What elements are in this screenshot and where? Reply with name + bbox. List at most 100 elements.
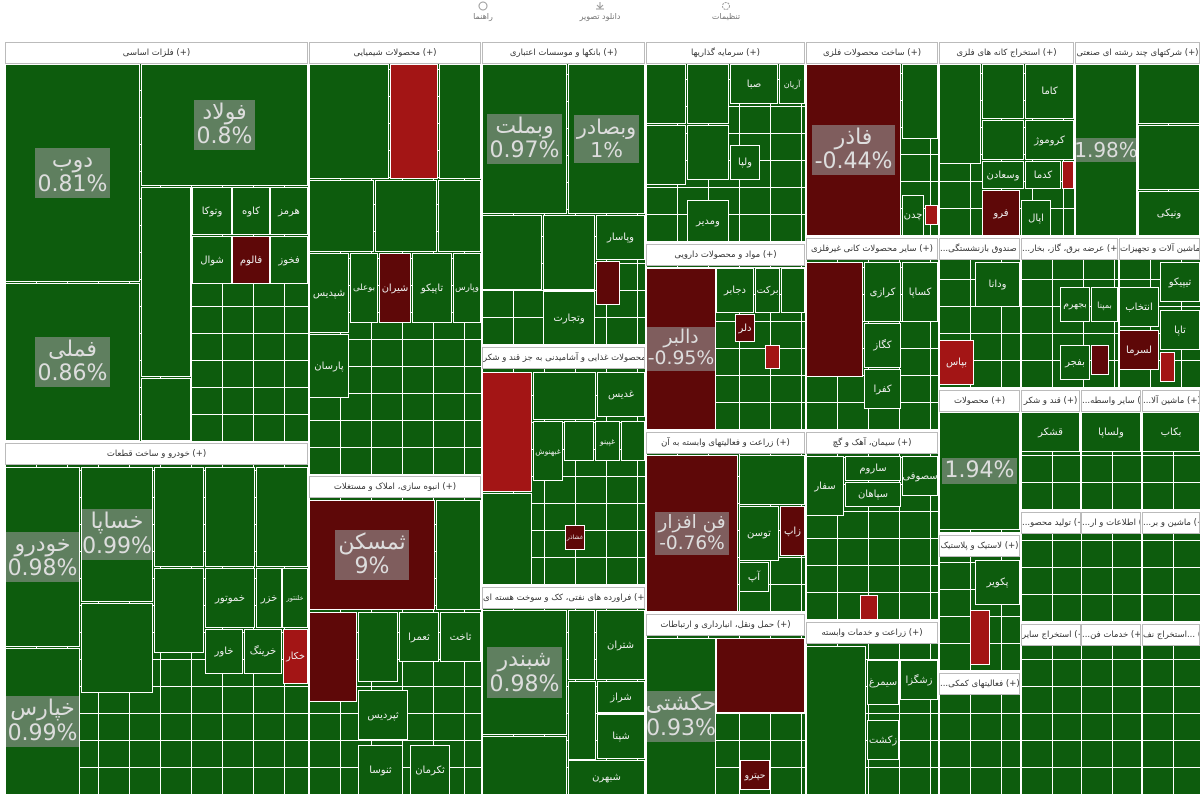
stock-tile[interactable] [482, 215, 542, 290]
stock-tile[interactable]: بپاس [939, 340, 974, 385]
stock-tile[interactable]: تاپا [1160, 310, 1200, 350]
stock-tile[interactable]: سصوفی [902, 456, 938, 496]
stock-tile[interactable]: ثعمرا [399, 612, 439, 662]
stock-tile[interactable]: فملی 0.86% [5, 283, 140, 441]
stock-tile[interactable] [806, 262, 863, 377]
stock-tile[interactable]: توسن [739, 506, 779, 561]
stock-tile[interactable]: برکت [755, 268, 780, 313]
stock-tile[interactable] [939, 64, 981, 164]
stock-tile[interactable] [543, 215, 595, 290]
stock-tile[interactable]: ثنوسا [358, 745, 403, 795]
sector-header[interactable]: زراعت و فعالیتهای وابسته به آن (+) [646, 432, 805, 454]
stock-tile[interactable]: بکاب [1142, 412, 1200, 452]
sector-header[interactable]: ...خدمات فن (+) [1081, 624, 1141, 646]
stock-tile[interactable] [482, 493, 532, 585]
stock-tile[interactable]: چدن [902, 195, 924, 236]
stock-tile[interactable]: شراز [597, 681, 645, 713]
stock-tile[interactable] [309, 64, 389, 179]
stock-tile[interactable]: سیمرغ [867, 660, 899, 705]
stock-tile[interactable]: خودرو 0.98% [5, 467, 80, 647]
stock-tile[interactable]: خساپا 0.99% [81, 467, 153, 602]
stock-tile[interactable]: خپارس 0.99% [5, 648, 80, 795]
stock-tile[interactable]: ساروم [845, 456, 901, 481]
stock-tile[interactable]: غبهنوش [533, 421, 563, 481]
stock-tile[interactable] [596, 261, 620, 305]
sector-header[interactable]: سیمان، آهک و گچ (+) [806, 432, 938, 454]
sector-header[interactable]: ماشین آلات و تجهیزات (+) [1119, 238, 1200, 260]
stock-tile[interactable]: ولپا [730, 145, 760, 180]
stock-tile[interactable]: فرو [982, 190, 1020, 236]
stock-tile[interactable] [1091, 345, 1109, 375]
sector-header[interactable]: قند و شکر (+) [1021, 390, 1080, 412]
stock-tile[interactable] [482, 372, 532, 492]
sector-header[interactable]: ...عرضه برق، گاز، بخار (+) [1021, 238, 1118, 260]
sector-header[interactable]: سایر محصولات کانی غیرفلزی (+) [806, 238, 938, 260]
sector-header[interactable]: محصولات (+) [939, 390, 1020, 412]
stock-tile[interactable] [982, 120, 1024, 160]
sector-header[interactable]: ...تولید محصو (+) [1021, 512, 1081, 534]
stock-tile[interactable]: اپال [1021, 200, 1051, 236]
stock-tile[interactable] [309, 612, 357, 702]
stock-tile[interactable]: غدیس [597, 372, 645, 417]
sector-header[interactable]: محصولات غذایی و آشامیدنی به جز قند و شکر… [482, 347, 645, 369]
sector-header[interactable]: شرکتهای چند رشته ای صنعتی (+) [1075, 42, 1200, 64]
stock-tile[interactable]: زاپ [780, 506, 805, 556]
stock-tile[interactable]: کگاز [864, 323, 901, 368]
stock-tile[interactable] [375, 180, 437, 252]
stock-tile[interactable] [358, 612, 398, 682]
stock-tile[interactable]: شتران [596, 610, 645, 680]
stock-tile[interactable] [568, 610, 595, 680]
stock-tile[interactable]: 1.98% [1075, 64, 1137, 236]
stock-tile[interactable]: آریان [779, 64, 805, 104]
sector-header[interactable]: ...سایر واسطه (+) [1081, 390, 1141, 412]
sector-header[interactable]: ...ماشین آلا (+) [1142, 390, 1200, 412]
stock-tile[interactable]: شپنا [597, 714, 645, 759]
stock-tile[interactable]: تاپیکو [412, 253, 452, 323]
sector-header[interactable]: استخراج کانه های فلزی (+) [939, 42, 1074, 64]
sector-header[interactable]: ...ماشین و بر (+) [1142, 512, 1200, 534]
stock-tile[interactable] [436, 500, 481, 610]
stock-tile[interactable]: وسعادن [982, 161, 1024, 189]
stock-tile[interactable]: ودانا [975, 262, 1020, 307]
stock-tile[interactable] [309, 180, 374, 252]
stock-tile[interactable]: تیپیکو [1160, 262, 1200, 302]
stock-tile[interactable] [687, 125, 729, 180]
stock-tile[interactable]: شپدیس [309, 253, 349, 333]
sector-header[interactable]: زراعت و خدمات وابسته (+) [806, 622, 938, 644]
stock-tile[interactable]: وپارس [453, 253, 481, 323]
stock-tile[interactable] [141, 378, 191, 441]
stock-tile[interactable]: وبملت 0.97% [482, 64, 567, 214]
stock-tile[interactable]: خاور [205, 629, 243, 674]
stock-tile[interactable]: فخوز [270, 236, 308, 284]
stock-tile[interactable]: خموتور [205, 568, 255, 628]
stock-tile[interactable]: دلر [735, 314, 755, 342]
stock-tile[interactable]: شبهرن [568, 760, 645, 795]
stock-tile[interactable]: پکویر [975, 560, 1020, 605]
stock-tile[interactable]: قشکر [1021, 412, 1080, 452]
stock-tile[interactable] [533, 372, 596, 420]
help-button[interactable]: راهنما [443, 0, 523, 21]
stock-tile[interactable]: دالبر -0.95% [646, 268, 716, 430]
stock-tile[interactable] [81, 603, 153, 693]
sector-header[interactable]: بانکها و موسسات اعتباری (+) [482, 42, 645, 64]
stock-tile[interactable]: آپ [739, 562, 769, 592]
stock-tile[interactable] [141, 187, 191, 377]
stock-tile[interactable] [482, 736, 567, 795]
stock-tile[interactable] [646, 125, 686, 185]
stock-tile[interactable]: 1.94% [939, 412, 1020, 530]
stock-tile[interactable] [781, 268, 805, 313]
stock-tile[interactable]: کروموژ [1025, 120, 1074, 160]
stock-tile[interactable]: زشگزا [900, 660, 938, 700]
stock-tile[interactable]: فن افزار -0.76% [646, 455, 738, 612]
stock-tile[interactable]: کاوه [232, 187, 270, 235]
stock-tile[interactable]: ثاخت [440, 612, 481, 662]
sector-header[interactable]: محصولات شیمیایی (+) [309, 42, 481, 64]
stock-tile[interactable] [970, 610, 990, 665]
stock-tile[interactable]: شوال [192, 236, 232, 284]
stock-tile[interactable]: فالوم [232, 236, 270, 284]
stock-tile[interactable] [438, 180, 481, 252]
stock-tile[interactable] [205, 467, 255, 567]
stock-tile[interactable]: دوب 0.81% [5, 64, 140, 282]
stock-tile[interactable]: صبا [730, 64, 778, 104]
stock-tile[interactable] [925, 205, 938, 225]
